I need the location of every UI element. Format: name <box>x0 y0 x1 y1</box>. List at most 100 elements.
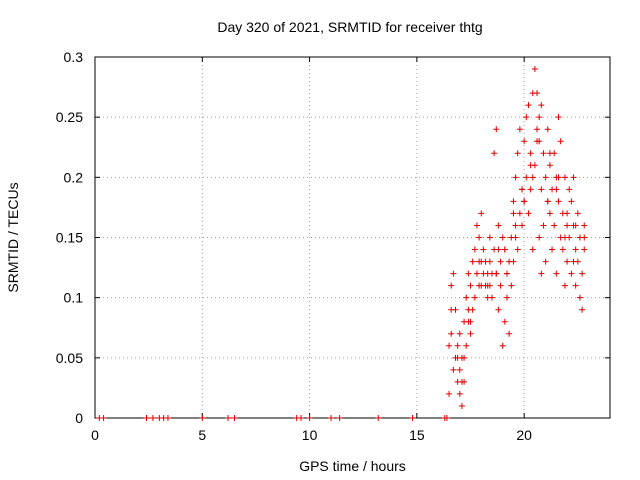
y-tick-label: 0.3 <box>64 49 84 65</box>
data-point <box>446 342 453 349</box>
data-point <box>529 246 536 253</box>
data-point <box>493 126 500 133</box>
y-tick-label: 0.2 <box>64 169 84 185</box>
data-point <box>461 354 468 361</box>
data-point <box>473 222 480 229</box>
data-point <box>510 210 517 217</box>
y-tick-label: 0.1 <box>64 290 84 306</box>
data-point <box>471 246 478 253</box>
data-point <box>538 186 545 193</box>
data-point <box>531 66 538 73</box>
data-point <box>465 306 472 313</box>
data-point <box>467 330 474 337</box>
data-point <box>448 330 455 337</box>
data-point <box>566 186 573 193</box>
data-point <box>504 294 510 301</box>
data-point <box>510 258 517 265</box>
data-point <box>225 415 232 421</box>
data-point <box>506 330 513 337</box>
data-point <box>555 174 562 181</box>
data-point <box>544 198 551 205</box>
data-point <box>456 366 463 373</box>
data-point <box>536 234 543 241</box>
data-point <box>508 282 515 289</box>
data-point <box>527 150 534 157</box>
data-point <box>448 282 455 289</box>
data-point <box>527 162 534 169</box>
data-point <box>467 318 474 325</box>
data-point <box>519 222 526 229</box>
x-tick-label: 15 <box>409 427 425 443</box>
data-point <box>149 415 156 421</box>
data-point <box>523 174 530 181</box>
data-point <box>497 282 504 289</box>
data-point <box>454 354 461 361</box>
data-point <box>473 270 480 277</box>
data-point <box>100 415 107 421</box>
data-point <box>553 270 560 277</box>
data-point <box>559 246 566 253</box>
data-point <box>546 210 553 217</box>
data-point <box>555 198 562 205</box>
data-point <box>443 415 450 421</box>
data-point <box>499 234 506 241</box>
data-point <box>493 270 500 277</box>
data-point <box>561 282 568 289</box>
y-tick-label: 0.05 <box>56 350 83 366</box>
data-point <box>199 415 206 421</box>
chart-title: Day 320 of 2021, SRMTID for receiver tht… <box>217 19 482 35</box>
data-point <box>576 294 583 301</box>
data-point <box>570 258 577 265</box>
data-point <box>478 210 485 217</box>
x-tick-label: 0 <box>91 427 99 443</box>
data-point <box>495 246 502 253</box>
data-point <box>581 222 588 229</box>
data-point <box>328 415 335 421</box>
data-point <box>516 126 523 133</box>
data-point <box>501 246 508 253</box>
data-point <box>510 198 517 205</box>
data-point <box>564 210 571 217</box>
data-point <box>476 234 483 241</box>
data-point <box>375 415 382 421</box>
data-point <box>568 198 575 205</box>
data-point <box>572 222 579 229</box>
data-point <box>551 222 558 229</box>
data-point <box>471 294 478 301</box>
data-point <box>546 162 553 169</box>
data-point <box>519 186 526 193</box>
data-point <box>540 222 547 229</box>
data-point <box>561 234 568 241</box>
y-tick-label: 0.15 <box>56 230 83 246</box>
data-point <box>523 114 530 121</box>
data-point <box>458 378 465 385</box>
data-point <box>581 234 588 241</box>
data-point <box>570 174 577 181</box>
data-point <box>512 234 519 241</box>
data-point <box>538 270 545 277</box>
data-point <box>463 342 470 349</box>
data-point <box>579 306 586 313</box>
data-point <box>527 186 534 193</box>
data-point <box>499 342 506 349</box>
data-point <box>469 258 476 265</box>
data-point <box>512 222 519 229</box>
data-point <box>542 174 549 181</box>
data-point <box>561 174 568 181</box>
data-point <box>491 150 498 157</box>
data-point <box>450 270 457 277</box>
data-point <box>514 150 521 157</box>
data-point <box>564 258 571 265</box>
data-point <box>478 282 485 289</box>
data-point <box>534 126 541 133</box>
data-point <box>568 270 575 277</box>
data-point <box>525 102 532 109</box>
data-point <box>480 246 487 253</box>
data-points <box>96 66 588 421</box>
data-point <box>555 114 562 121</box>
data-point <box>458 402 465 409</box>
data-point <box>450 366 457 373</box>
data-point <box>501 318 508 325</box>
